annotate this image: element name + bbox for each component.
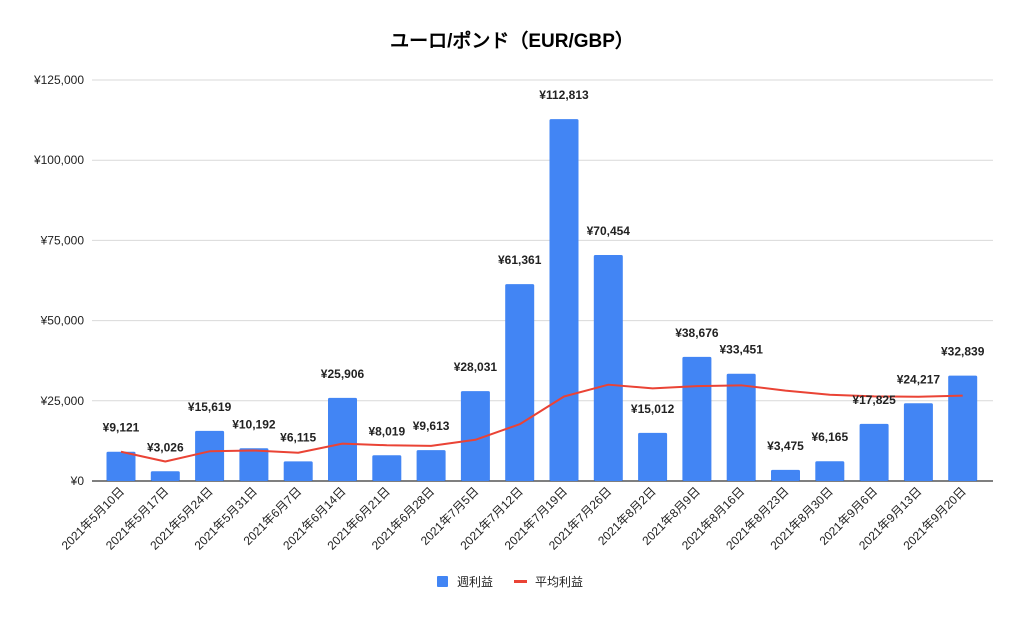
bar-series (106, 119, 978, 482)
bar (150, 471, 180, 481)
data-label: ¥3,026 (147, 440, 184, 454)
bar (283, 461, 313, 481)
data-label: ¥6,115 (280, 430, 316, 444)
bar (505, 284, 535, 481)
bar (948, 375, 978, 481)
data-label: ¥9,613 (413, 419, 450, 433)
data-label: ¥3,475 (767, 439, 804, 453)
y-tick-label: ¥50,000 (40, 314, 85, 328)
legend-swatch-bar (437, 576, 448, 587)
data-label: ¥28,031 (454, 360, 498, 374)
bar (549, 119, 579, 482)
bar (460, 391, 490, 481)
data-label: ¥15,012 (631, 402, 675, 416)
bar (903, 403, 933, 481)
data-label: ¥10,192 (232, 417, 276, 431)
bar (638, 432, 668, 481)
data-label: ¥38,676 (675, 326, 719, 340)
y-tick-label: ¥125,000 (33, 73, 84, 87)
y-tick-label: ¥75,000 (40, 233, 85, 247)
data-label: ¥8,019 (368, 424, 405, 438)
bar (195, 430, 225, 481)
data-label: ¥25,906 (321, 367, 365, 381)
y-tick-label: ¥0 (70, 474, 85, 488)
data-label: ¥61,361 (498, 253, 542, 267)
bar (239, 448, 269, 481)
legend-swatch-line (514, 580, 527, 583)
data-label: ¥70,454 (587, 224, 631, 238)
legend: 週利益 平均利益 (437, 575, 583, 589)
data-label: ¥112,813 (539, 88, 589, 102)
legend-label-bar: 週利益 (457, 575, 493, 589)
bar (106, 451, 136, 481)
data-labels: ¥9,121 ¥3,026 ¥15,619¥10,192 ¥6,115 ¥25,906 ¥… (103, 88, 985, 454)
bar (682, 356, 712, 481)
data-label: ¥17,825 (852, 393, 896, 407)
y-tick-label: ¥100,000 (33, 153, 84, 167)
data-label: ¥24,217 (897, 372, 941, 386)
bar (726, 373, 756, 481)
bar (859, 423, 889, 481)
bar (416, 450, 446, 481)
data-label: ¥33,451 (720, 343, 764, 357)
x-axis: 2021年5月10日2021年5月17日2021年5月24日2021年5月31日… (59, 484, 969, 552)
y-tick-label: ¥25,000 (40, 394, 85, 408)
chart-title: ユーロ/ポンド（EUR/GBP） (390, 29, 634, 52)
bar (593, 254, 623, 481)
data-label: ¥15,619 (188, 400, 232, 414)
data-label: ¥9,121 (103, 421, 140, 435)
line-series (120, 383, 963, 463)
bar (771, 469, 800, 481)
y-axis: ¥0 ¥25,000 ¥50,000 ¥75,000 ¥100,000 ¥125,000 (33, 73, 84, 488)
bar (372, 455, 402, 481)
gridlines (92, 79, 993, 482)
data-label: ¥32,839 (941, 345, 985, 359)
bar (328, 397, 357, 481)
bar (815, 461, 845, 481)
data-label: ¥6,165 (811, 430, 848, 444)
legend-label-line: 平均利益 (535, 575, 583, 589)
average-line (120, 383, 963, 463)
